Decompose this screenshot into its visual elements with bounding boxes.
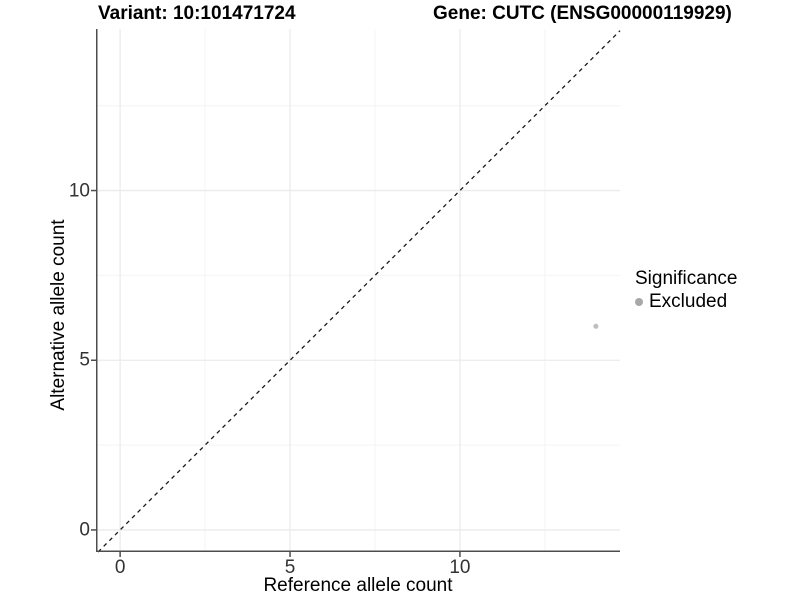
y-tick-label: 10 bbox=[68, 180, 90, 202]
legend-key-dot bbox=[635, 298, 643, 306]
scatter-point bbox=[593, 323, 599, 329]
x-tick-label: 0 bbox=[114, 557, 126, 578]
axis-lines bbox=[96, 29, 620, 552]
plot-svg bbox=[91, 29, 621, 557]
y-tick-label: 0 bbox=[79, 519, 90, 541]
legend-item-label: Excluded bbox=[649, 291, 728, 312]
x-tick-label: 5 bbox=[284, 557, 296, 578]
y-axis-title: Alternative allele count bbox=[48, 219, 69, 411]
x-axis-title: Reference allele count bbox=[263, 575, 453, 596]
tick-marks bbox=[91, 189, 461, 557]
legend: Significance Excluded bbox=[635, 268, 737, 313]
grid-major bbox=[96, 29, 620, 552]
gene-title: Gene: CUTC (ENSG00000119929) bbox=[433, 3, 732, 24]
plot-panel bbox=[91, 29, 621, 557]
x-tick-label: 10 bbox=[449, 557, 471, 578]
identity-line bbox=[97, 30, 621, 553]
legend-item-excluded: Excluded bbox=[635, 291, 737, 313]
data-points bbox=[593, 323, 599, 329]
legend-title: Significance bbox=[635, 268, 738, 289]
y-tick-label: 5 bbox=[79, 349, 90, 371]
grid-minor bbox=[96, 29, 620, 552]
variant-title: Variant: 10:101471724 bbox=[98, 3, 296, 24]
